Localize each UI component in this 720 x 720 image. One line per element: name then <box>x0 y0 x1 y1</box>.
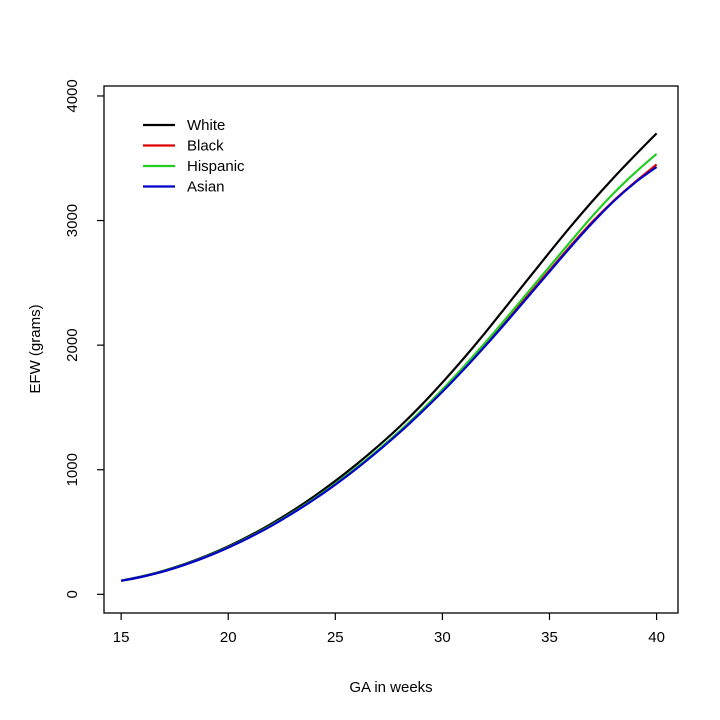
y-tick-label: 0 <box>64 590 81 598</box>
series-line-white <box>120 132 658 582</box>
y-tick-label: 1000 <box>64 453 81 486</box>
y-tick-label: 2000 <box>64 328 81 361</box>
y-axis-title: EFW (grams) <box>27 304 44 393</box>
series-line-black <box>120 163 658 582</box>
series-line-asian <box>120 166 658 582</box>
legend: White Black Hispanic Asian <box>143 117 245 196</box>
series-line-hispanic <box>120 153 658 582</box>
y-tick-label: 4000 <box>64 79 81 112</box>
legend-label-white: White <box>187 117 225 134</box>
series-lines <box>120 132 658 582</box>
x-axis: 15 20 25 30 35 40 <box>113 613 665 646</box>
legend-label-hispanic: Hispanic <box>187 158 245 175</box>
x-tick-label: 25 <box>327 629 344 646</box>
y-tick-label: 3000 <box>64 204 81 237</box>
x-tick-label: 35 <box>541 629 558 646</box>
x-tick-label: 40 <box>648 629 665 646</box>
x-tick-label: 20 <box>220 629 237 646</box>
legend-label-black: Black <box>187 138 224 155</box>
y-axis: 0 1000 2000 3000 4000 <box>64 79 104 598</box>
x-tick-label: 15 <box>113 629 130 646</box>
x-axis-title: GA in weeks <box>349 679 432 696</box>
x-tick-label: 30 <box>434 629 451 646</box>
plot-frame <box>103 85 679 614</box>
legend-label-asian: Asian <box>187 179 225 196</box>
